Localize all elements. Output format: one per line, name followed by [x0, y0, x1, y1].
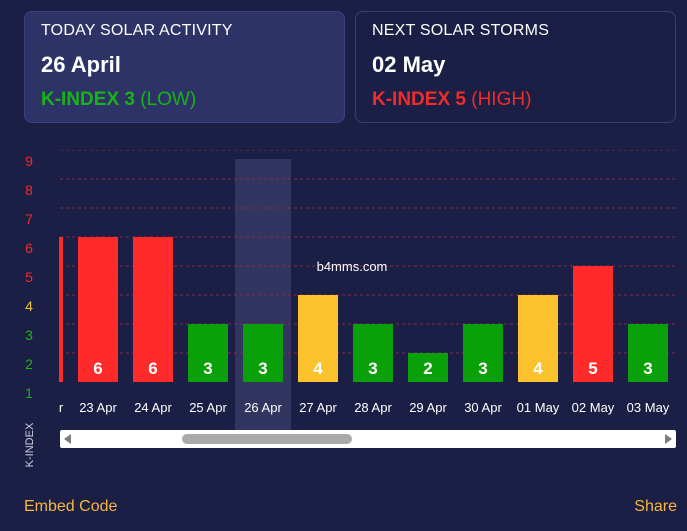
y-tick-label: 8: [25, 182, 33, 198]
y-axis-title: K-INDEX: [24, 422, 36, 467]
next-solar-storms-card: NEXT SOLAR STORMS 02 May K-INDEX 5 (HIGH…: [355, 11, 676, 123]
bar-value-label: 3: [643, 359, 652, 378]
next-card-heading: NEXT SOLAR STORMS: [372, 22, 550, 39]
bar: [463, 324, 503, 382]
x-tick-label: 27 Apr: [299, 400, 337, 415]
today-solar-activity-card: TODAY SOLAR ACTIVITY 26 April K-INDEX 3 …: [24, 11, 345, 123]
embed-code-link[interactable]: Embed Code: [24, 498, 118, 515]
y-tick-label: 4: [25, 298, 33, 314]
next-kindex: K-INDEX 5 (HIGH): [372, 89, 659, 111]
today-card-heading: TODAY SOLAR ACTIVITY: [41, 22, 233, 39]
y-tick-label: 2: [25, 356, 33, 372]
today-kindex: K-INDEX 3 (LOW): [41, 89, 328, 111]
x-tick-label: 26 Apr: [244, 400, 282, 415]
kindex-bar-chart: 1 2 3 4 5 6 7 8 9 r 6 23 Apr 6 24 Apr 3 25 Apr 3 26 Apr 4 2…: [24, 149, 676, 467]
next-storm-date: 02 May: [372, 52, 446, 77]
x-tick-label: 24 Apr: [134, 400, 172, 415]
x-tick-label: 02 May: [572, 400, 615, 415]
bar-value-label: 6: [148, 359, 157, 378]
scroll-right-arrow-icon[interactable]: [665, 434, 672, 444]
y-tick-label: 7: [25, 211, 33, 227]
bar: [628, 324, 668, 382]
x-tick-label: 25 Apr: [189, 400, 227, 415]
bar: [188, 324, 228, 382]
y-tick-label: 6: [25, 240, 33, 256]
partial-bar: [59, 237, 63, 382]
bar-value-label: 5: [588, 359, 597, 378]
bar: [518, 295, 558, 382]
bar-value-label: 3: [478, 359, 487, 378]
watermark-text: b4mms.com: [317, 259, 388, 274]
bar-value-label: 2: [423, 359, 432, 378]
next-kindex-label: K-INDEX 5: [372, 89, 466, 110]
y-tick-label: 3: [25, 327, 33, 343]
scroll-left-arrow-icon[interactable]: [64, 434, 71, 444]
bar: [573, 266, 613, 382]
today-kindex-label: K-INDEX 3: [41, 89, 135, 110]
x-tick-label: 28 Apr: [354, 400, 392, 415]
share-link[interactable]: Share: [634, 498, 677, 515]
scroll-thumb[interactable]: [182, 434, 352, 444]
bar: [353, 324, 393, 382]
today-date: 26 April: [41, 52, 121, 77]
kindex-chart: 1 2 3 4 5 6 7 8 9 r 6 23 Apr 6 24 Apr 3 25 Apr 3 26 Apr 4 2…: [0, 149, 687, 490]
x-tick-label: 30 Apr: [464, 400, 502, 415]
bar: [408, 353, 448, 382]
current-day-highlight: [235, 159, 291, 431]
bar-value-label: 4: [313, 359, 323, 378]
x-tick-label-partial: r: [59, 400, 64, 415]
bar-value-label: 3: [368, 359, 377, 378]
y-tick-label: 5: [25, 269, 33, 285]
bar-value-label: 3: [258, 359, 267, 378]
x-tick-label: 29 Apr: [409, 400, 447, 415]
x-tick-label: 03 May: [627, 400, 670, 415]
next-kindex-level: (HIGH): [471, 89, 532, 110]
bar: [243, 324, 283, 382]
chart-horizontal-scrollbar[interactable]: [60, 430, 676, 448]
x-tick-label: 23 Apr: [79, 400, 117, 415]
bar-value-label: 3: [203, 359, 212, 378]
y-tick-label: 1: [25, 385, 33, 401]
bar: [298, 295, 338, 382]
bar: [133, 237, 173, 382]
bar-value-label: 6: [93, 359, 102, 378]
y-tick-label: 9: [25, 153, 33, 169]
x-tick-label: 01 May: [517, 400, 560, 415]
bar-value-label: 4: [533, 359, 543, 378]
today-kindex-level: (LOW): [140, 89, 197, 110]
bar: [78, 237, 118, 382]
